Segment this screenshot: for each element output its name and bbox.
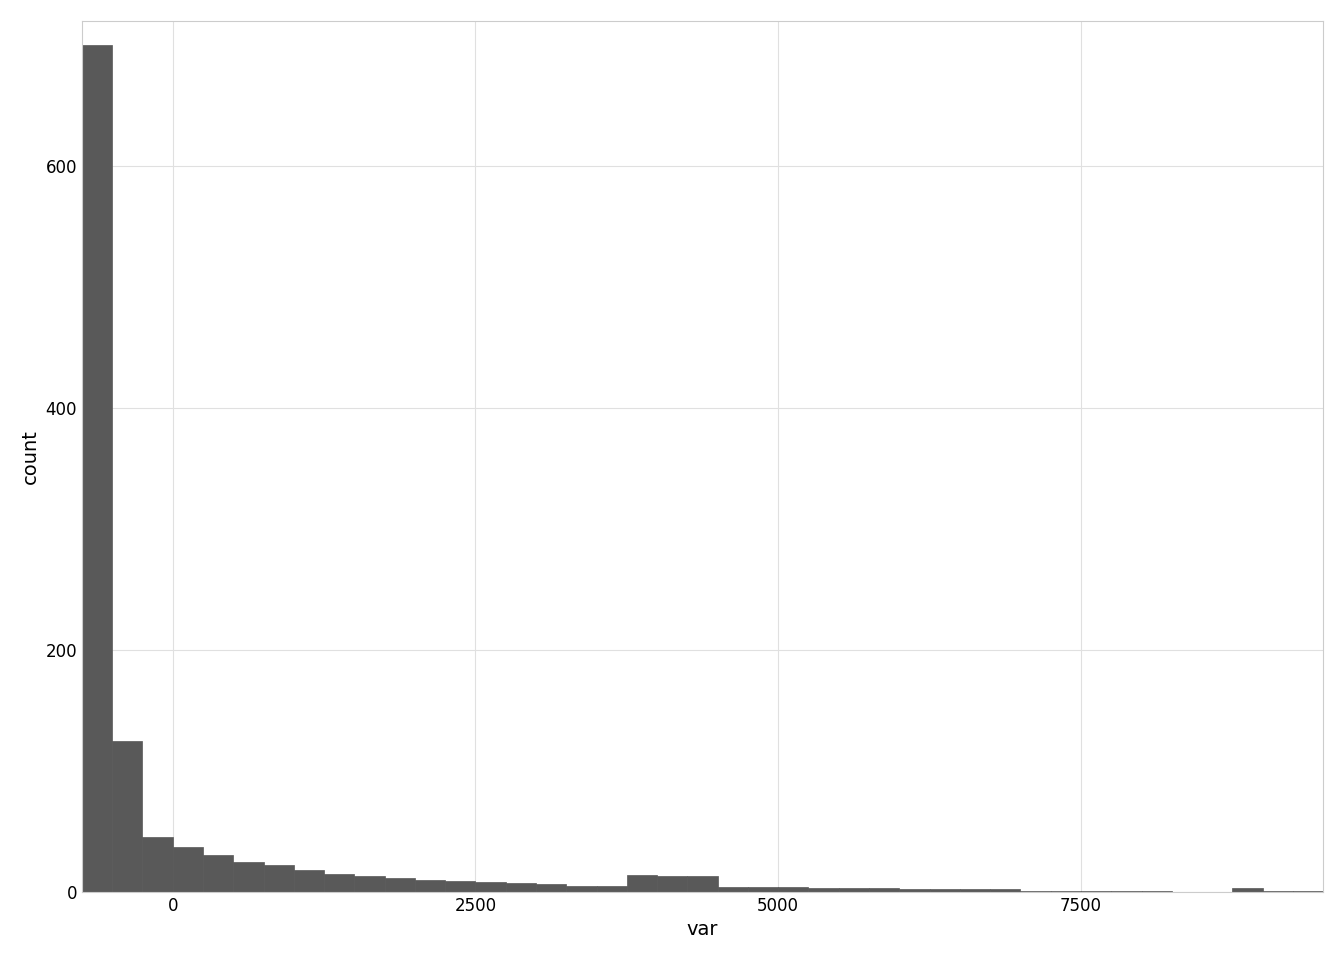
Bar <box>1293 891 1322 892</box>
Bar <box>809 888 839 892</box>
Bar <box>657 876 687 892</box>
Bar <box>718 887 747 892</box>
Bar <box>930 889 960 892</box>
Bar <box>203 855 234 892</box>
Y-axis label: count: count <box>22 429 40 484</box>
Bar <box>1051 891 1081 892</box>
Bar <box>355 876 384 892</box>
Bar <box>142 837 172 892</box>
Bar <box>263 865 294 892</box>
Bar <box>566 886 597 892</box>
Bar <box>626 875 657 892</box>
Bar <box>1081 891 1111 892</box>
Bar <box>991 889 1020 892</box>
Bar <box>1111 891 1141 892</box>
Bar <box>82 45 112 892</box>
Bar <box>899 889 930 892</box>
Bar <box>384 878 415 892</box>
Bar <box>234 861 263 892</box>
Bar <box>1232 888 1262 892</box>
Bar <box>1262 891 1293 892</box>
Bar <box>1141 891 1172 892</box>
X-axis label: var: var <box>687 921 718 939</box>
Bar <box>415 879 445 892</box>
Bar <box>687 876 718 892</box>
Bar <box>747 887 778 892</box>
Bar <box>324 874 355 892</box>
Bar <box>445 881 476 892</box>
Bar <box>597 886 626 892</box>
Bar <box>294 870 324 892</box>
Bar <box>839 888 870 892</box>
Bar <box>505 883 536 892</box>
Bar <box>476 882 505 892</box>
Bar <box>1020 891 1051 892</box>
Bar <box>778 887 809 892</box>
Bar <box>870 888 899 892</box>
Bar <box>172 847 203 892</box>
Bar <box>112 740 142 892</box>
Bar <box>536 884 566 892</box>
Bar <box>960 889 991 892</box>
